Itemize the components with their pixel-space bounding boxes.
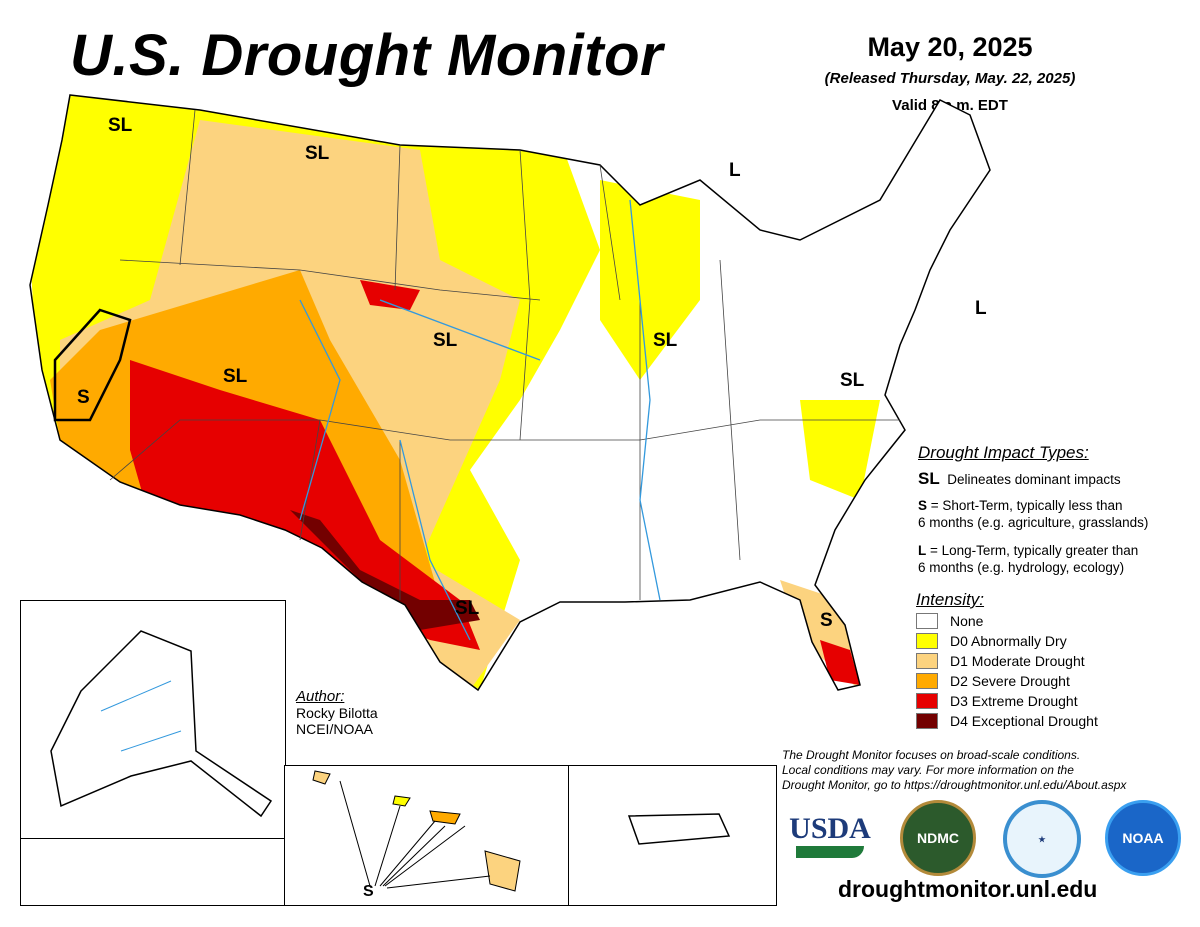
delineates-text: Delineates dominant impacts (947, 472, 1121, 487)
intensity-heading: Intensity: (916, 590, 985, 609)
legend-d0: D0 Abnormally Dry (916, 633, 1067, 649)
swatch-none (916, 613, 938, 629)
legend-d3: D3 Extreme Drought (916, 693, 1078, 709)
legend-d1: D1 Moderate Drought (916, 653, 1085, 669)
author-heading: Author: (296, 688, 345, 705)
swatch-d2 (916, 673, 938, 689)
author-block: Author: Rocky Bilotta NCEI/NOAA (296, 688, 378, 737)
impact-delineates: SL Delineates dominant impacts (918, 470, 1121, 488)
ndmc-logo-text: NDMC (917, 830, 959, 846)
map-date: May 20, 2025 (867, 32, 1033, 62)
aleutians-inset (20, 838, 286, 906)
legend-d2: D2 Severe Drought (916, 673, 1070, 689)
long-term-definition: L = Long-Term, typically greater than 6 m… (918, 542, 1138, 576)
disclaimer-line: Drought Monitor, go to https://droughtmo… (782, 778, 1127, 792)
disclaimer-line: Local conditions may vary. For more info… (782, 763, 1074, 777)
legend-label: D4 Exceptional Drought (950, 713, 1098, 729)
swatch-d1 (916, 653, 938, 669)
usda-logo-text: USDA (789, 812, 871, 845)
l-text2: 6 months (e.g. hydrology, ecology) (918, 560, 1125, 575)
swatch-d4 (916, 713, 938, 729)
s-key: S (918, 498, 928, 513)
map-label-virginia: SL (840, 370, 865, 391)
impact-symbol: SL (918, 469, 940, 488)
d0-area-midwest (600, 180, 700, 380)
l-text: = Long-Term, typically greater than (930, 543, 1139, 558)
impact-types-heading: Drought Impact Types: (918, 443, 1089, 462)
swatch-d3 (916, 693, 938, 709)
ndmc-logo: NDMC (900, 800, 976, 876)
legend-label: None (950, 613, 984, 629)
rivers (299, 199, 661, 641)
map-label-michigan: L (729, 160, 741, 181)
release-date: (Released Thursday, May. 22, 2025) (824, 70, 1076, 87)
legend-label: D2 Severe Drought (950, 673, 1070, 689)
map-label-washington: SL (108, 115, 133, 136)
noaa-logo: NOAA (1105, 800, 1181, 876)
legend-none: None (916, 613, 983, 629)
legend-d4: D4 Exceptional Drought (916, 713, 1098, 729)
d3-area-southwest (130, 360, 480, 650)
legend-label: D3 Extreme Drought (950, 693, 1078, 709)
disclaimer-line: The Drought Monitor focuses on broad-sca… (782, 748, 1081, 762)
author-name: Rocky Bilotta (296, 705, 378, 721)
map-title: U.S. Drought Monitor (70, 23, 664, 88)
puerto-rico-inset (568, 765, 777, 906)
map-label-hawaii: S (363, 883, 374, 900)
map-label-texas: SL (455, 598, 480, 619)
legend-label: D1 Moderate Drought (950, 653, 1085, 669)
d3-area-colorado (360, 280, 420, 310)
map-label-florida: S (820, 610, 833, 631)
author-org: NCEI/NOAA (296, 721, 374, 737)
alaska-inset (20, 600, 286, 840)
disclaimer: The Drought Monitor focuses on broad-sca… (782, 748, 1200, 793)
d0-area-carolinas (800, 400, 880, 500)
noaa-logo-text: NOAA (1122, 830, 1164, 846)
short-term-definition: S = Short-Term, typically less than 6 mon… (918, 497, 1148, 531)
usda-logo: USDA (789, 800, 871, 870)
map-label-nebraska: SL (433, 330, 458, 351)
s-text2: 6 months (e.g. agriculture, grasslands) (918, 515, 1149, 530)
swatch-d0 (916, 633, 938, 649)
hawaii-inset: S (284, 765, 570, 906)
l-key: L (918, 543, 927, 558)
website-url[interactable]: droughtmonitor.unl.edu (838, 876, 1098, 902)
state-borders (109, 109, 900, 600)
map-label-california: S (77, 387, 90, 408)
s-text: = Short-Term, typically less than (930, 498, 1123, 513)
legend-label: D0 Abnormally Dry (950, 633, 1067, 649)
impact-boundary-california (53, 308, 132, 422)
commerce-logo: ★ (1003, 800, 1081, 878)
map-label-montana: SL (305, 143, 330, 164)
map-label-utah: SL (223, 366, 248, 387)
map-label-iowa: SL (653, 330, 678, 351)
d4-area-texas (290, 510, 480, 630)
map-label-northeast: L (975, 298, 987, 319)
